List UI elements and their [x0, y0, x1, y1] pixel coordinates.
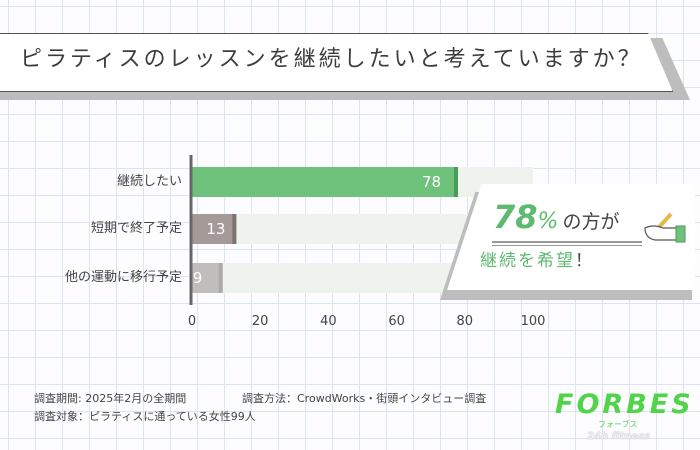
callout-text1: の方が	[562, 211, 620, 233]
x-tick-label: 100	[520, 314, 546, 329]
bar-edge	[453, 167, 458, 197]
x-tick-label: 60	[388, 314, 405, 329]
category-label: 他の運動に移行予定	[64, 270, 182, 285]
callout-exclaim: ！	[575, 251, 594, 271]
bar-value-label: 78	[421, 173, 442, 191]
category-label: 短期で終了予定	[90, 221, 182, 236]
x-tick-label: 40	[320, 314, 337, 329]
bar-edge	[232, 214, 237, 244]
bar	[192, 167, 458, 197]
bar-edge	[218, 263, 223, 293]
category-label: 継続したい	[116, 174, 182, 189]
percent-unit: %	[537, 209, 559, 234]
x-tick-label: 80	[456, 314, 474, 329]
callout-text2: 継続を希望！	[480, 250, 594, 272]
bar-value-label: 13	[206, 220, 226, 238]
callout-underline	[492, 241, 642, 246]
survey-target: 調査対象：ピラティスに通っている女性99人	[34, 410, 256, 423]
callout-text2-main: 継続を希望	[480, 251, 575, 271]
survey-period: 調査期間: 2025年2月の全期間	[34, 392, 187, 405]
logo-sub: フォーブス	[598, 420, 638, 429]
x-tick-label: 0	[187, 314, 197, 329]
bar	[192, 263, 223, 293]
title-banner	[0, 33, 673, 92]
logo-sub2: 24h fitness	[587, 431, 650, 442]
callout-headline: 78% の方が	[493, 198, 619, 241]
bar-value-label: 9	[192, 269, 203, 287]
chart-title: ピラティスのレッスンを継続したいと考えていますか？	[20, 47, 643, 72]
survey-method: 調査方法：CrowdWorks・街頭インタビュー調査	[242, 392, 487, 405]
bar	[192, 214, 237, 244]
callout-percent: 78%	[493, 198, 558, 241]
x-tick-label: 20	[251, 314, 269, 329]
percent-value: 78	[493, 198, 538, 236]
logo: FORBES	[555, 389, 694, 420]
hand-pencil-icon	[644, 212, 686, 243]
